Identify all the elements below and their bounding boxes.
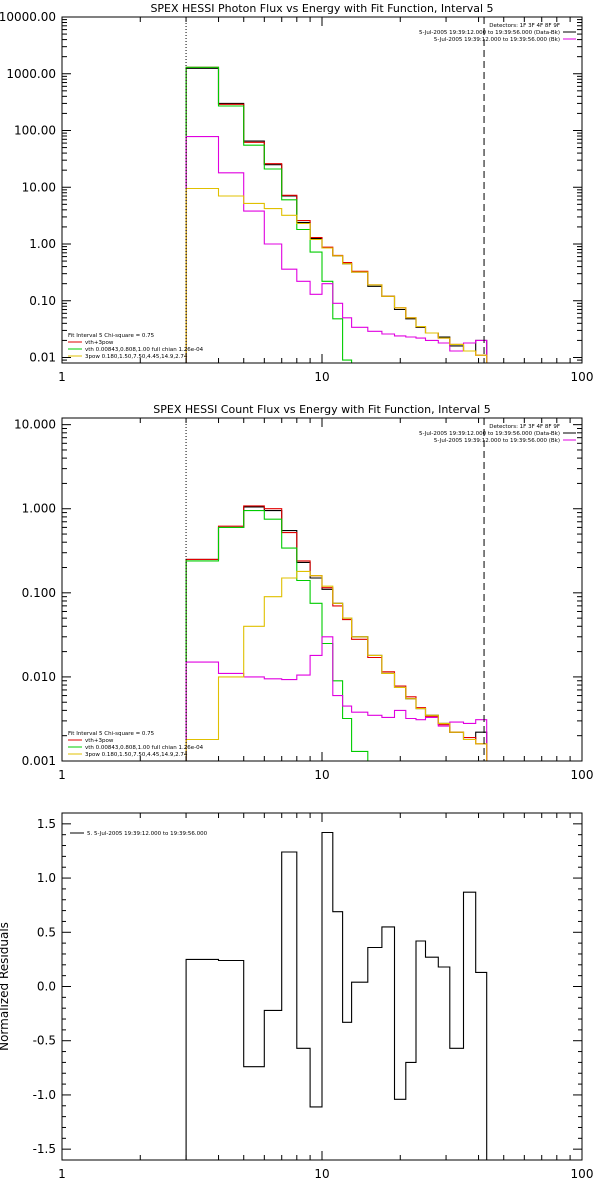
y-tick-label: 10.000 (14, 418, 56, 432)
series-line-3pow (185, 187, 488, 363)
legend-bottom-text: vth+3pow (85, 340, 114, 346)
chart-title: SPEX HESSI Photon Flux vs Energy with Fi… (150, 2, 493, 15)
y-tick-label: -0.5 (33, 1034, 56, 1048)
legend-bottom-text: vth+3pow (85, 738, 114, 744)
series-line-3pow (185, 570, 497, 762)
x-tick-label: 1 (58, 768, 66, 782)
y-tick-label: 0.01 (29, 351, 56, 365)
y-tick-label: -1.5 (33, 1142, 56, 1156)
y-tick-label: 1.000 (22, 502, 56, 516)
y-tick-label: -1.0 (33, 1088, 56, 1102)
legend-top-text: 5-Jul-2005 19:39:12.000 to 19:39:56.000 … (434, 438, 560, 444)
legend-bottom-text: vth 0.00843,0.808,1.00 full chian 1.26e-… (85, 745, 204, 751)
chart-panel-1: SPEX HESSI Photon Flux vs Energy with Fi… (0, 2, 593, 384)
legend-top-text: Detectors: 1F 3F 4F 8F 9F (489, 424, 560, 430)
legend-text: 5. 5-Jul-2005 19:39:12.000 to 19:39:56.0… (87, 831, 208, 837)
x-tick-label: 10 (314, 768, 329, 782)
x-tick-label: 10 (314, 1167, 329, 1181)
y-tick-label: 0.10 (29, 294, 56, 308)
series-line-5-5-jul-2005-19-39-12-000-to-19-39-56-000 (185, 831, 488, 1160)
y-tick-label: 10.00 (22, 180, 56, 194)
x-tick-label: 100 (571, 370, 594, 384)
legend-bottom-text: 3pow 0.180,1.50,7.50,4.45,14.9,2.74 (85, 354, 188, 360)
legend-top-text: 5-Jul-2005 19:39:12.000 to 19:39:56.000 … (434, 37, 560, 43)
y-tick-label: 1.00 (29, 237, 56, 251)
y-tick-label: 0.0 (37, 980, 56, 994)
legend-bottom-text: Fit Interval 5 Chi-square = 0.75 (68, 333, 155, 339)
legend-top-text: 5-Jul-2005 19:39:12.000 to 19:39:56.000 … (419, 30, 560, 36)
y-tick-label: 0.001 (22, 754, 56, 768)
legend-bottom-text: vth 0.00843,0.808,1.00 full chian 1.26e-… (85, 347, 204, 353)
chart-title: SPEX HESSI Count Flux vs Energy with Fit… (153, 403, 490, 416)
x-tick-label: 100 (571, 768, 594, 782)
series-line-bk (185, 136, 488, 363)
x-tick-label: 1 (58, 370, 66, 384)
y-tick-label: 100.00 (14, 124, 56, 138)
legend-bottom-text: 3pow 0.180,1.50,7.50,4.45,14.9,2.74 (85, 752, 188, 758)
x-tick-label: 10 (314, 370, 329, 384)
y-tick-label: 1.5 (37, 817, 56, 831)
legend-top-text: 5-Jul-2005 19:39:12.000 to 19:39:56.000 … (419, 431, 560, 437)
chart-panel-2: SPEX HESSI Count Flux vs Energy with Fit… (14, 403, 593, 782)
y-tick-label: 10000.00 (0, 10, 56, 24)
x-tick-label: 100 (571, 1167, 594, 1181)
y-tick-label: 0.010 (22, 670, 56, 684)
y-tick-label: 0.100 (22, 586, 56, 600)
y-axis-label: Normalized Residuals (0, 922, 11, 1051)
y-tick-label: 1.0 (37, 871, 56, 885)
legend-top-text: Detectors: 1F 3F 4F 8F 9F (489, 23, 560, 29)
y-tick-label: 0.5 (37, 925, 56, 939)
legend-bottom-text: Fit Interval 5 Chi-square = 0.75 (68, 731, 155, 737)
y-tick-label: 1000.00 (6, 67, 56, 81)
x-tick-label: 1 (58, 1167, 66, 1181)
chart-panel-3: 1 10 100 -1.5 -1.0 -0.5 0.0 0.5 1.0 1.5 Normalized… (0, 812, 594, 1181)
